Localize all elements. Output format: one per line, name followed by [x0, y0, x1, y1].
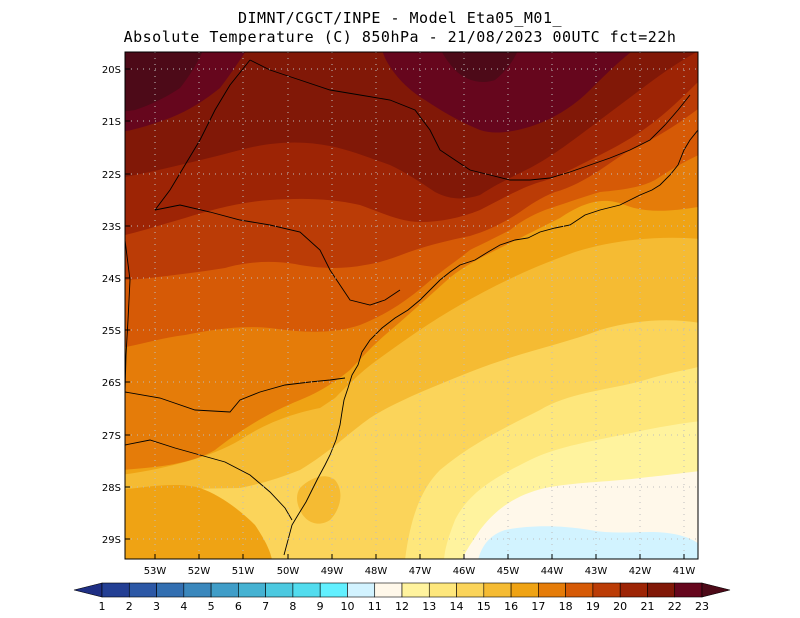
- colorbar-swatch: [319, 582, 348, 598]
- map-title-line-1: DIMNT/CGCT/INPE - Model Eta05_M01_: [237, 9, 563, 27]
- coastline: [283, 129, 698, 556]
- graticule: [125, 52, 698, 559]
- longitude-labels: 53W 52W 51W 50W 49W 48W 47W 46W 45W 44W …: [144, 566, 696, 577]
- colorbar-swatch: [101, 582, 130, 598]
- lon-label-48w: 48W: [365, 566, 388, 577]
- state-border-mg-rj: [529, 94, 691, 181]
- colorbar-label: 23: [695, 600, 709, 613]
- lon-label-49w: 49W: [321, 566, 344, 577]
- lon-label-47w: 47W: [409, 566, 432, 577]
- temp-band-25: [125, 52, 203, 112]
- colorbar-swatch: [647, 582, 676, 598]
- colorbar-label: 19: [586, 600, 600, 613]
- temp-band-23: [382, 52, 632, 133]
- latitude-labels: 20S 21S 22S 23S 24S 25S 26S 27S 28S 29S: [102, 65, 121, 546]
- colorbar-label: 20: [613, 600, 627, 613]
- colorbar-swatch: [292, 582, 321, 598]
- lon-label-42w: 42W: [629, 566, 652, 577]
- lon-label-50w: 50W: [277, 566, 300, 577]
- lat-label-24s: 24S: [102, 274, 121, 285]
- lat-label-20s: 20S: [102, 65, 121, 76]
- colorbar-label: 3: [153, 600, 160, 613]
- colorbar-label: 13: [422, 600, 436, 613]
- colorbar-label: 11: [368, 600, 382, 613]
- colorbar-swatch: [210, 582, 239, 598]
- colorbar-label: 6: [235, 600, 242, 613]
- map-frame: [124, 51, 699, 560]
- lat-label-27s: 27S: [102, 431, 121, 442]
- colorbar-label: 14: [450, 600, 464, 613]
- colorbar-arrow-high: [701, 582, 731, 598]
- colorbar-swatch: [347, 582, 376, 598]
- colorbar-label: 21: [640, 600, 654, 613]
- colorbar-swatch: [128, 582, 157, 598]
- colorbar-swatch: [592, 582, 621, 598]
- state-border-sc-rs: [125, 439, 293, 521]
- colorbar-swatch: [619, 582, 648, 598]
- lat-label-25s: 25S: [102, 326, 121, 337]
- country-border-pr: [125, 239, 131, 393]
- colorbar-label: 8: [289, 600, 296, 613]
- temp-band-26: [441, 52, 518, 82]
- colorbar-swatch: [156, 582, 185, 598]
- colorbar-swatch: [483, 582, 512, 598]
- colorbar-label: 2: [126, 600, 133, 613]
- latitude-axis: [125, 68, 130, 540]
- colorbar-label: 22: [668, 600, 682, 613]
- state-border-mg-sp: [249, 59, 530, 181]
- temp-band-31: [125, 484, 272, 559]
- colorbar-swatch: [374, 582, 403, 598]
- lon-label-46w: 46W: [453, 566, 476, 577]
- colorbar-swatch: [265, 582, 294, 598]
- colorbar-label: 17: [531, 600, 545, 613]
- lat-label-26s: 26S: [102, 378, 121, 389]
- lon-label-53w: 53W: [144, 566, 167, 577]
- map-title-line-2: Absolute Temperature (C) 850hPa - 21/08/…: [123, 28, 677, 46]
- colorbar-swatch: [238, 582, 266, 598]
- coastline-and-borders: [125, 59, 698, 556]
- colorbar-label: 5: [208, 600, 215, 613]
- lon-label-52w: 52W: [188, 566, 211, 577]
- lat-label-22s: 22S: [102, 170, 121, 181]
- temp-band-32: [297, 476, 341, 524]
- colorbar-swatch: [183, 582, 212, 598]
- colorbar-label: 18: [559, 600, 573, 613]
- colorbar-swatch: [428, 582, 457, 598]
- lat-label-28s: 28S: [102, 483, 121, 494]
- colorbar-label: 10: [340, 600, 354, 613]
- lon-label-43w: 43W: [585, 566, 608, 577]
- colorbar-label: 9: [317, 600, 324, 613]
- colorbar-swatch: [510, 582, 539, 598]
- colorbar-swatch: [674, 582, 703, 598]
- temp-band-30: [478, 526, 698, 559]
- colorbar-label: 7: [262, 600, 269, 613]
- colorbar-swatch: [456, 582, 485, 598]
- lat-label-21s: 21S: [102, 117, 121, 128]
- lon-label-51w: 51W: [232, 566, 255, 577]
- colorbar-swatch: [538, 582, 566, 598]
- lat-label-23s: 23S: [102, 222, 121, 233]
- colorbar: 1 2 3 4 5 6 7 8 9 10 11 12 13 14 15 16 17 18 19 20 21 22 23: [73, 582, 731, 613]
- lon-label-41w: 41W: [673, 566, 696, 577]
- longitude-axis: [154, 554, 685, 559]
- state-border-ms-sp: [154, 59, 251, 211]
- colorbar-swatch: [565, 582, 594, 598]
- colorbar-label: 16: [504, 600, 518, 613]
- state-border-sp-pr: [154, 204, 401, 306]
- colorbar-label: 15: [477, 600, 491, 613]
- lon-label-44w: 44W: [541, 566, 564, 577]
- colorbar-label: 12: [395, 600, 409, 613]
- colorbar-label: 4: [180, 600, 187, 613]
- lon-label-45w: 45W: [497, 566, 520, 577]
- colorbar-arrow-low: [73, 582, 103, 598]
- lat-label-29s: 29S: [102, 535, 121, 546]
- colorbar-label: 1: [99, 600, 106, 613]
- colorbar-swatch: [401, 582, 430, 598]
- temperature-field: [125, 52, 698, 559]
- state-border-pr-sc: [125, 377, 346, 413]
